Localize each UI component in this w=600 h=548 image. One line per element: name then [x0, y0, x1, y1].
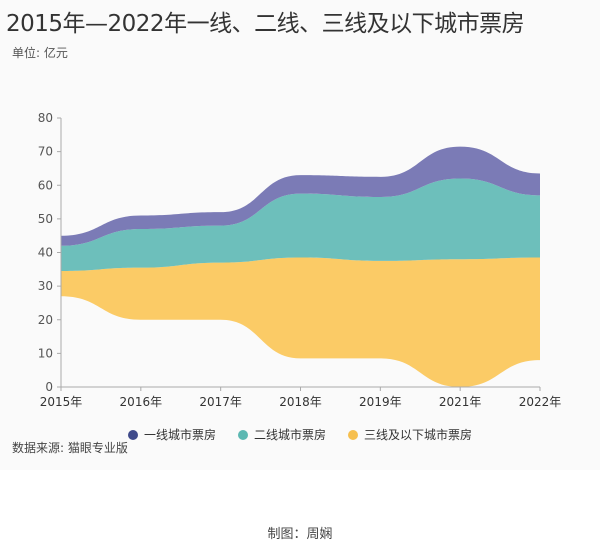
- unit-label: 单位: 亿元: [12, 46, 68, 60]
- y-tick-label: 60: [38, 178, 53, 192]
- area-layers: [61, 146, 540, 387]
- y-tick-label: 40: [38, 246, 53, 260]
- area-tier2: [61, 178, 540, 271]
- chart-credit: 制图：周娴: [267, 527, 333, 542]
- legend-label-tier3: 三线及以下城市票房: [364, 428, 473, 442]
- data-source: 数据来源: 猫眼专业版: [12, 441, 128, 455]
- x-tick-label: 2019年: [359, 395, 402, 409]
- x-tick-label: 2018年: [279, 395, 322, 409]
- x-tick-label: 2017年: [199, 395, 242, 409]
- legend-item-tier2: 二线城市票房: [237, 426, 326, 443]
- legend-swatch-tier1: [127, 429, 138, 440]
- y-tick-label: 0: [45, 380, 53, 394]
- area-tier3: [61, 257, 540, 387]
- x-tick-label: 2015年: [40, 395, 83, 409]
- x-tick-label: 2016年: [120, 395, 163, 409]
- legend-label-tier2: 二线城市票房: [253, 428, 326, 442]
- y-tick-label: 20: [38, 313, 53, 327]
- y-tick-label: 80: [38, 111, 53, 125]
- x-tick-label: 2022年: [519, 395, 562, 409]
- axes: 0 10 20 30 40 50 60 70 80 2015年 2016年 2017年 2018年 201…: [38, 111, 562, 409]
- legend-item-tier3: 三线及以下城市票房: [348, 426, 472, 443]
- legend: 一线城市票房 二线城市票房 三线及以下城市票房: [0, 426, 600, 443]
- chart-plot: 0 10 20 30 40 50 60 70 80 2015年 2016年 2017年 2018年 201…: [38, 111, 562, 409]
- x-tick-label: 2021年: [439, 395, 482, 409]
- y-tick-label: 50: [38, 212, 53, 226]
- y-tick-label: 10: [38, 346, 53, 360]
- legend-swatch-tier3: [348, 429, 358, 440]
- y-tick-label: 70: [38, 145, 53, 159]
- area-tier1: [61, 146, 540, 246]
- legend-item-tier1: 一线城市票房: [127, 426, 216, 443]
- y-tick-label: 30: [38, 279, 53, 293]
- legend-swatch-tier2: [237, 429, 248, 440]
- legend-label-tier1: 一线城市票房: [143, 428, 216, 442]
- chart-title: 2015年—2022年一线、二线、三线及以下城市票房: [6, 11, 525, 37]
